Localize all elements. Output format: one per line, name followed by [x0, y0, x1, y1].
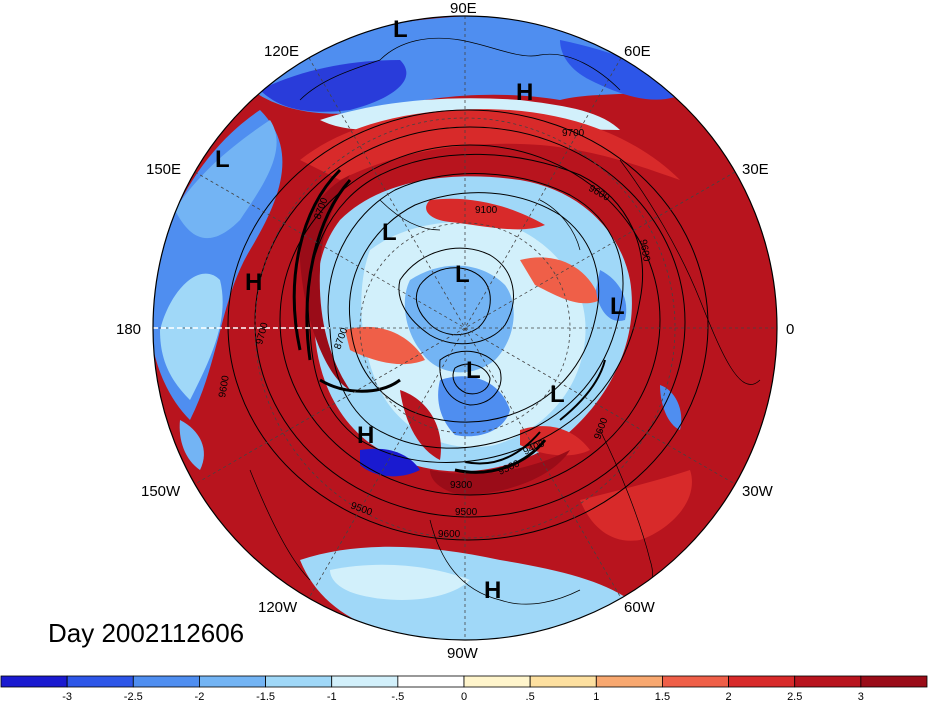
- low-marker: L: [455, 261, 470, 288]
- lon-label: 60W: [624, 599, 656, 616]
- high-marker: H: [516, 79, 533, 106]
- map-boundary: [152, 15, 778, 641]
- longitude-labels: 90E 60E 30E 0 30W 60W 90W 120W 150W 180 …: [116, 0, 794, 662]
- contour-label: 9100: [475, 205, 498, 216]
- colorbar-tick-label: 2: [726, 691, 732, 702]
- colorbar-box: [463, 675, 531, 688]
- contour-label: 9600: [438, 529, 461, 540]
- colorbar-tick-label: -2.5: [124, 691, 143, 702]
- lon-label: 150W: [141, 483, 181, 500]
- contour-label: 9500: [455, 507, 478, 518]
- lon-label: 30E: [742, 161, 769, 178]
- colorbar-tick-label: 1: [593, 691, 599, 702]
- lon-label: 120W: [258, 599, 298, 616]
- low-marker: L: [382, 219, 397, 246]
- colorbar-box: [0, 675, 68, 688]
- low-marker: L: [466, 357, 481, 384]
- colorbar-tick-label: -.5: [391, 691, 404, 702]
- lon-label: 0: [786, 321, 794, 338]
- colorbar-box: [66, 675, 134, 688]
- colorbar-tick-label: 1.5: [655, 691, 670, 702]
- pressure-centers: L L L L L L L H H H H: [215, 16, 625, 604]
- contour-label: 9600: [637, 239, 652, 263]
- colorbar-tick-label: -3: [62, 691, 72, 702]
- lon-label: 60E: [624, 43, 651, 60]
- low-marker: L: [550, 381, 565, 408]
- contour-label: 9600: [217, 374, 232, 398]
- colorbar-box: [331, 675, 399, 688]
- colorbar-tick-label: 0: [461, 691, 467, 702]
- lon-label: 150E: [146, 161, 181, 178]
- lon-label: 90E: [450, 0, 477, 17]
- high-marker: H: [484, 577, 501, 604]
- colorbar-box: [265, 675, 333, 688]
- colorbar-box: [595, 675, 663, 688]
- colorbar-tick-label: .5: [526, 691, 535, 702]
- colorbar-box: [199, 675, 266, 688]
- colorbar-tick-label: -1.5: [256, 691, 275, 702]
- contour-label: 9700: [562, 128, 585, 139]
- high-marker: H: [245, 269, 262, 296]
- colorbar-tick-label: -2: [195, 691, 205, 702]
- low-marker: L: [215, 146, 230, 173]
- colorbar-box: [529, 675, 597, 688]
- colorbar-boxes: [0, 675, 928, 688]
- colorbar-ticks: -3 -2.5 -2 -1.5 -1 -.5 0 .5 1 1.5 2 2.5 3: [62, 691, 864, 702]
- colorbar-tick-label: 2.5: [787, 691, 802, 702]
- date-title: Day 2002112606: [48, 618, 245, 648]
- lon-label: 90W: [447, 645, 479, 662]
- colorbar-box: [662, 675, 729, 688]
- contour-lines: [227, 109, 709, 541]
- colorbar-tick-label: 3: [858, 691, 864, 702]
- colorbar-box: [132, 675, 200, 688]
- contour-label: 9300: [450, 480, 473, 491]
- colorbar: -3 -2.5 -2 -1.5 -1 -.5 0 .5 1 1.5 2 2.5 3: [0, 675, 928, 702]
- colorbar-tick-label: -1: [327, 691, 337, 702]
- colorbar-box: [860, 675, 928, 688]
- colorbar-box: [728, 675, 796, 688]
- high-marker: H: [357, 422, 374, 449]
- colorbar-box: [794, 675, 862, 688]
- lon-label: 180: [116, 321, 141, 338]
- lon-label: 120E: [264, 43, 299, 60]
- colorbar-box: [397, 675, 465, 688]
- low-marker: L: [610, 293, 625, 320]
- lon-label: 30W: [742, 483, 774, 500]
- low-marker: L: [393, 16, 408, 43]
